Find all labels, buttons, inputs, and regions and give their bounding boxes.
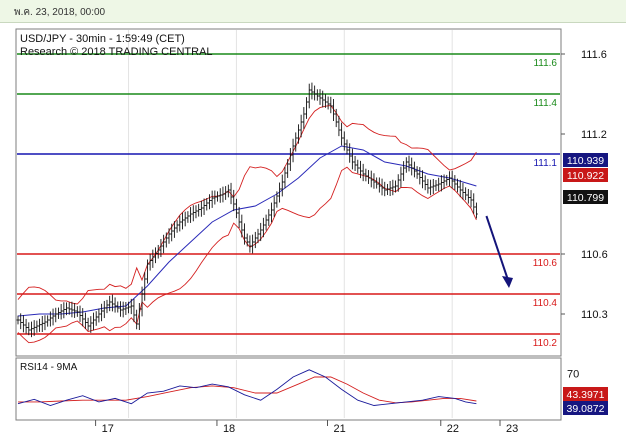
level-label-2: 111.1 [533, 158, 557, 169]
rsi-tag-bg [563, 387, 608, 401]
header-datetime: พ.ค. 23, 2018, 00:00 [14, 7, 106, 18]
level-label-5: 110.2 [533, 338, 558, 349]
x-tick-label-2: 21 [334, 423, 346, 435]
price-tag-label-1: 110.922 [567, 170, 604, 182]
y-tick-label-0: 111.6 [581, 49, 607, 61]
bollinger-upper [17, 105, 477, 305]
chart-subtitle: Research © 2018 TRADING CENTRAL [20, 46, 213, 58]
header-bar: พ.ค. 23, 2018, 00:00 [0, 0, 626, 23]
moving-average-line [17, 145, 477, 317]
price-tags: 110.939 110.922 110.799 43.3971 39.0872 [563, 153, 608, 415]
chart-title: USD/JPY - 30min - 1:59:49 (CET) [20, 33, 185, 45]
x-tick-label-1: 18 [223, 423, 235, 435]
moving-average [17, 145, 477, 317]
price-tag-bg-2 [563, 190, 608, 204]
x-tick-label-4: 23 [506, 423, 518, 435]
level-label-3: 110.6 [533, 258, 558, 269]
level-lines: 111.6 111.4 111.1 110.6 110.4 110.2 [17, 53, 560, 349]
y-tick-label-2: 110.6 [581, 249, 608, 261]
price-tag-label-2: 110.799 [567, 192, 604, 204]
forecast-arrow-shaft [485, 215, 509, 281]
forecast-arrow [485, 215, 513, 288]
level-label-4: 110.4 [533, 298, 558, 309]
y-tick-label-3: 110.3 [581, 309, 608, 321]
rsi-ma-tag-bg [563, 401, 608, 415]
rsi-ma-tag-label: 39.0872 [567, 403, 605, 415]
rsi-panel [17, 369, 477, 406]
x-tick-label-0: 17 [102, 423, 114, 435]
forecast-arrow-head [502, 276, 513, 288]
rsi-y-tick-label-0: 70 [567, 368, 579, 380]
level-label-1: 111.4 [533, 98, 557, 109]
price-tag-bg-1 [563, 168, 608, 182]
gridlines [128, 30, 453, 418]
x-tick-label-3: 22 [447, 423, 459, 435]
rsi-tag-label: 43.3971 [567, 389, 605, 401]
price-tag-bg-0 [563, 153, 608, 167]
rsi-panel-frame [15, 357, 562, 421]
rsi-label: RSI14 - 9MA [20, 362, 78, 373]
rsi-line [17, 369, 477, 406]
price-bars [16, 82, 478, 338]
rsi-ma-line [18, 376, 477, 404]
level-label-0: 111.6 [533, 58, 557, 69]
y-tick-label-1: 111.2 [581, 129, 607, 141]
price-panel-frame [15, 28, 562, 357]
price-tag-label-0: 110.939 [567, 155, 604, 167]
